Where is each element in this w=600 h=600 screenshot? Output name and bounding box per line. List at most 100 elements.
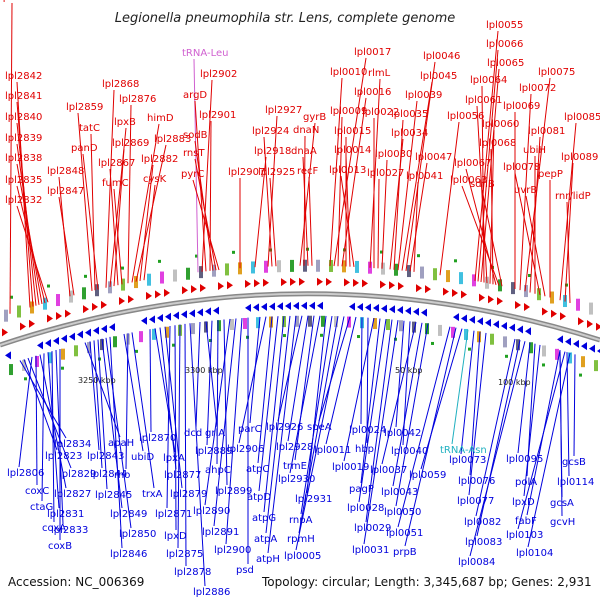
feature-block-minus	[191, 323, 195, 335]
feature-block-minus	[438, 324, 442, 336]
feature-block-minus	[204, 321, 208, 333]
bottom-leader-line	[27, 357, 72, 469]
top-leader-line	[308, 176, 313, 266]
bottom-gene-label: lpl0029	[354, 523, 391, 534]
bottom-gene-label: lpl2879	[170, 489, 207, 500]
bottom-leader-line	[325, 316, 357, 445]
bottom-gene-label: lpl0082	[464, 517, 501, 528]
plus-gene-arrow	[344, 278, 350, 287]
bottom-gene-label: lpl0011	[314, 445, 351, 456]
feature-block-plus	[121, 278, 125, 291]
top-leader-line	[58, 196, 75, 296]
bottom-leader-line	[289, 315, 321, 474]
top-leader-line	[461, 185, 500, 286]
minus-gene-arrow	[413, 307, 419, 316]
top-gene-label: lpl2869	[112, 138, 149, 149]
bottom-gene-label: polA	[515, 477, 537, 488]
feature-block-minus	[165, 326, 169, 338]
plus-gene-arrow	[191, 285, 197, 294]
bottom-gene-label: lpl2928	[276, 442, 313, 453]
feature-block-minus	[217, 320, 221, 332]
plus-gene-arrow	[47, 314, 53, 323]
plus-gene-arrow	[425, 285, 431, 294]
bottom-leader-line	[223, 319, 228, 486]
bottom-gene-label: lpl2926	[266, 422, 303, 433]
top-gene-label: sodB	[183, 130, 208, 141]
bottom-leader-line	[125, 333, 129, 470]
bottom-leader-line	[265, 315, 291, 534]
plus-gene-arrow	[263, 278, 269, 287]
top-gene-label: lpl2841	[5, 91, 42, 102]
top-leader-line	[525, 195, 546, 297]
bottom-gene-label: lpl2870	[139, 433, 176, 444]
bottom-gene-label: lpl2843	[87, 451, 124, 462]
bottom-gene-label: lpl2850	[119, 529, 156, 540]
marker-dot	[209, 338, 212, 342]
top-gene-label: lpl2925	[258, 167, 295, 178]
top-gene-label: lpl0039	[405, 90, 442, 101]
feature-block-plus	[108, 281, 112, 294]
bottom-gene-label: lpl0095	[506, 454, 543, 465]
feature-block-plus	[251, 261, 255, 274]
feature-block-plus	[355, 260, 359, 273]
minus-gene-arrow	[557, 335, 563, 344]
bottom-leader-line	[184, 323, 187, 567]
bottom-gene-label: lpxD	[512, 497, 535, 508]
top-gene-label: lpl0068	[479, 138, 516, 149]
top-gene-label: lpl2839	[5, 133, 42, 144]
minus-gene-arrow	[309, 301, 315, 310]
bottom-gene-label: lpl0076	[458, 476, 495, 487]
feature-block-plus	[316, 259, 320, 272]
top-leader-line	[559, 122, 577, 301]
bottom-gene-label: lpl0019	[332, 462, 369, 473]
feature-block-plus	[446, 270, 450, 283]
feature-block-minus	[48, 352, 52, 364]
marker-dot	[158, 259, 161, 263]
minus-gene-arrow	[517, 325, 523, 334]
feature-block-plus	[173, 269, 177, 282]
top-leader-line	[16, 163, 43, 305]
bottom-leader-line	[306, 315, 327, 494]
bottom-leader-line	[468, 332, 487, 496]
bottom-gene-label: lpxA	[163, 453, 185, 464]
bottom-gene-label: lpl2846	[110, 549, 147, 560]
feature-block-plus	[186, 267, 190, 280]
bottom-leader-line	[318, 316, 351, 422]
top-leader-line	[393, 119, 404, 270]
minus-gene-arrow	[397, 306, 403, 315]
bottom-gene-label: ubiD	[131, 452, 154, 463]
bottom-leader-line	[395, 323, 429, 507]
bottom-leader-line	[89, 341, 100, 451]
bottom-leader-line	[225, 318, 243, 545]
top-leader-line	[477, 49, 499, 282]
top-leader-line	[113, 148, 125, 287]
plus-gene-arrow	[20, 322, 26, 331]
bottom-gene-label: lpl0103	[506, 530, 543, 541]
feature-block-plus	[264, 260, 268, 273]
top-gene-label: lpl0041	[406, 171, 443, 182]
bottom-gene-label: atpG	[252, 513, 276, 524]
plus-gene-arrow	[479, 293, 485, 302]
feature-block-plus	[290, 259, 294, 272]
bottom-leader-line	[267, 315, 297, 554]
bottom-gene-label: psd	[236, 565, 254, 576]
feature-block-plus	[459, 272, 463, 285]
minus-gene-arrow	[285, 301, 291, 310]
top-leader-line	[340, 175, 355, 267]
top-gene-label: lpl0015	[334, 126, 371, 137]
bottom-gene-label: ahpC	[205, 465, 231, 476]
minus-gene-arrow	[69, 332, 75, 341]
top-gene-label: lpl0013	[329, 165, 366, 176]
bottom-gene-label: dcd	[184, 428, 202, 439]
plus-gene-arrow	[380, 280, 386, 289]
plus-gene-arrow	[2, 328, 8, 337]
feature-block-plus	[394, 263, 398, 276]
minus-gene-arrow	[389, 305, 395, 314]
bottom-gene-label: lpl2823	[45, 451, 82, 462]
marker-dot	[172, 343, 175, 347]
feature-block-plus	[524, 285, 528, 298]
top-leader-line	[135, 144, 167, 282]
top-gene-label: lpl0065	[487, 58, 524, 69]
minus-gene-arrow	[293, 301, 299, 310]
plus-gene-arrow	[398, 282, 404, 291]
